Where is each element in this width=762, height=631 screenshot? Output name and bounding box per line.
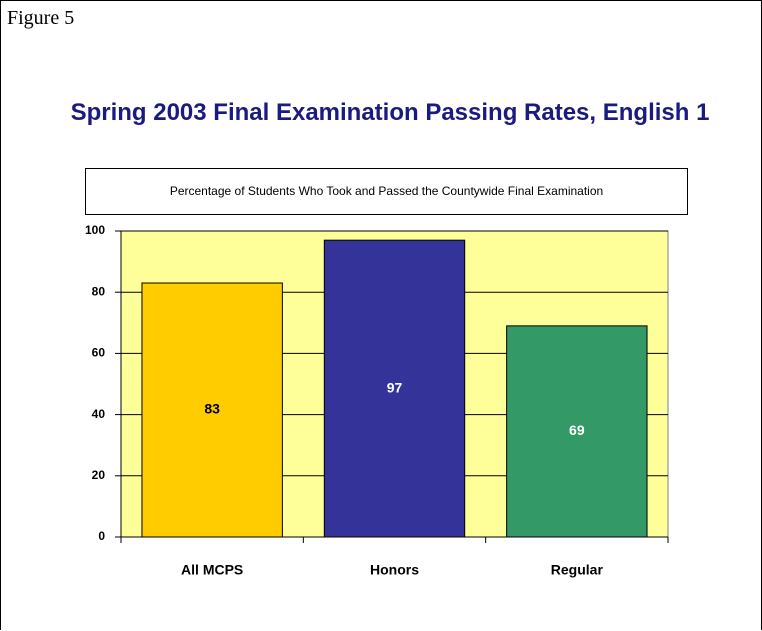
y-tick-label: 80 xyxy=(92,284,106,298)
x-tick-label: All MCPS xyxy=(181,562,243,578)
y-tick-label: 0 xyxy=(98,529,105,543)
bar xyxy=(323,239,466,538)
figure-label: Figure 5 xyxy=(7,7,75,29)
chart-title: Spring 2003 Final Examination Passing Ra… xyxy=(70,99,710,126)
value-label: 97 xyxy=(387,379,403,395)
bar xyxy=(141,282,283,538)
y-tick-label: 60 xyxy=(92,346,106,360)
y-tick-label: 100 xyxy=(85,223,105,237)
chart-subtitle: Percentage of Students Who Took and Pass… xyxy=(85,168,688,215)
x-tick-label: Regular xyxy=(551,562,604,578)
x-tick-label: Honors xyxy=(370,562,419,578)
bar xyxy=(506,325,648,538)
value-label: 69 xyxy=(569,422,585,438)
y-tick-label: 20 xyxy=(92,468,106,482)
y-tick-label: 40 xyxy=(92,407,106,421)
value-label: 83 xyxy=(204,401,220,417)
